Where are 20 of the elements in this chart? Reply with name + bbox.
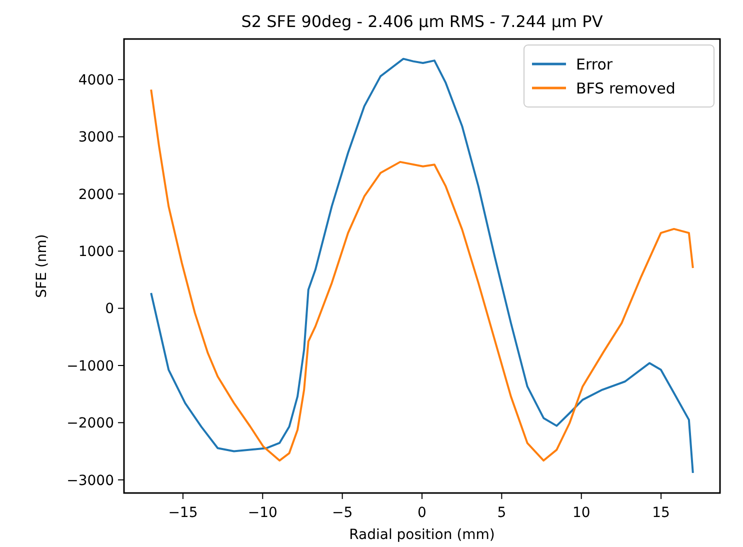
x-tick-label: 0 — [418, 505, 426, 521]
legend-label: BFS removed — [576, 79, 676, 98]
x-tick-label: −15 — [168, 505, 198, 521]
y-tick-label: 2000 — [78, 186, 114, 203]
x-tick-label: −10 — [248, 505, 278, 521]
legend-label: Error — [576, 55, 614, 74]
chart-title: S2 SFE 90deg - 2.406 µm RMS - 7.244 µm PV — [241, 12, 603, 31]
x-tick-label: 10 — [572, 505, 590, 521]
y-tick-label: 3000 — [78, 130, 114, 146]
y-tick-label: −1000 — [66, 358, 114, 374]
x-tick-label: 5 — [497, 505, 506, 521]
x-axis-title: Radial position (mm) — [349, 527, 495, 543]
x-tick-label: −5 — [332, 505, 353, 521]
y-tick-label: 1000 — [78, 244, 114, 260]
x-tick-label: 15 — [652, 505, 670, 521]
y-axis-title: SFE (nm) — [34, 234, 50, 298]
y-tick-label: −2000 — [66, 416, 114, 432]
y-tick-label: 4000 — [78, 72, 114, 88]
y-tick-label: 0 — [105, 301, 114, 318]
y-tick-label: −3000 — [66, 472, 114, 489]
